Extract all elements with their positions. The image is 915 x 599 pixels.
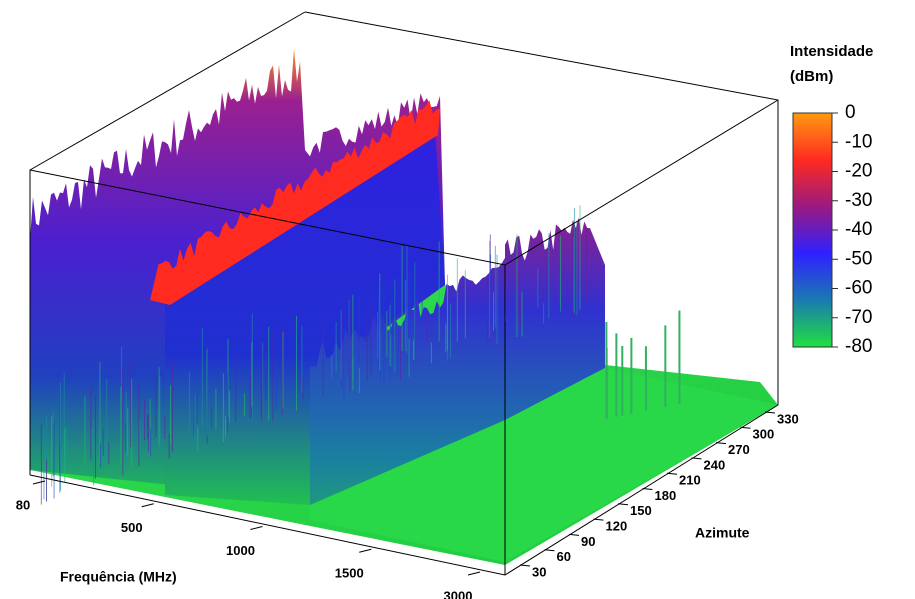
spikes [40,205,681,505]
box-edge [29,404,779,576]
x-tick [359,548,372,553]
x-tick-label: 1500 [335,566,364,581]
surface-right [310,217,605,521]
x-tick-label: 3000 [444,588,473,599]
y-tick-label: 270 [728,442,750,457]
floor-front [310,368,778,562]
colorbar-tick-label: -70 [845,307,872,328]
y-tick [642,488,653,490]
colorbar-tick-label: -50 [845,248,872,269]
x-tick-label: 80 [16,497,30,512]
x-tick [141,503,154,508]
x-tick [467,571,481,576]
colorbar-title: Intensidade [790,43,873,60]
y-tick-label: 330 [777,411,799,426]
y-tick-label: 210 [679,473,701,488]
colorbar-tick-label: -30 [845,190,872,211]
colorbar-tick-label: 0 [845,102,856,123]
y-axis-label: Azimute [695,525,750,541]
y-tick-label: 150 [630,503,652,518]
surface-middle [165,128,445,505]
y-tick-label: 300 [753,427,775,442]
x-tick [250,526,263,530]
x-tick-label: 500 [121,520,143,535]
y-tick [568,533,580,536]
colorbar-tick-label: -20 [845,161,872,182]
y-tick [691,457,702,460]
y-tick [715,442,727,445]
surface-ridge [150,100,440,305]
y-tick [764,411,776,414]
x-tick-label: 1000 [226,543,255,558]
y-tick-label: 120 [606,519,628,534]
y-tick-label: 30 [532,564,546,579]
y-tick [519,564,531,567]
colorbar [792,112,833,348]
y-tick-label: 60 [557,549,571,564]
y-tick [740,426,751,429]
colorbar-tick-label: -40 [845,219,872,240]
y-tick [666,472,678,475]
y-tick-label: 180 [655,488,677,503]
surface [30,48,778,565]
y-tick [617,503,629,506]
box [29,11,779,576]
colorbar-tick-label: -10 [845,131,872,152]
colorbar-tick-label: -60 [845,278,872,299]
y-tick-label: 240 [704,457,726,472]
y-tick [544,549,555,552]
y-tick-label: 90 [581,534,595,549]
colorbar-tick-label: -80 [845,336,872,357]
y-tick [593,518,604,521]
x-axis-label: Frequência (MHz) [60,569,177,585]
colorbar-title: (dBm) [790,68,833,85]
x-tick [32,480,46,485]
